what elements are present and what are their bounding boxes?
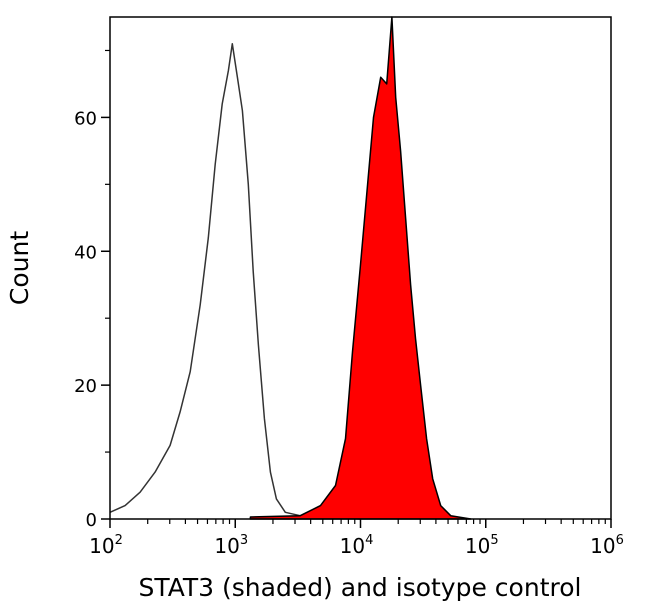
x-tick-exponent: 2 <box>115 533 123 548</box>
x-tick-exponent: 6 <box>616 533 624 548</box>
y-tick-label: 0 <box>86 510 97 531</box>
x-tick-exponent: 3 <box>240 533 248 548</box>
x-tick-base: 10 <box>340 534 365 558</box>
x-tick-label: 103 <box>214 533 248 558</box>
x-tick-label: 106 <box>590 533 624 558</box>
x-tick-base: 10 <box>465 534 490 558</box>
x-tick-label: 105 <box>465 533 499 558</box>
x-tick-base: 10 <box>89 534 114 558</box>
x-axis-label: STAT3 (shaded) and isotype control <box>139 573 582 602</box>
x-tick-base: 10 <box>214 534 239 558</box>
x-tick-exponent: 4 <box>365 533 373 548</box>
x-tick-label: 102 <box>89 533 123 558</box>
shaded-histogram-stat3 <box>249 16 472 520</box>
y-axis-label: Count <box>5 231 34 305</box>
y-tick-label: 60 <box>74 108 97 129</box>
isotype-control-histogram <box>109 43 361 520</box>
x-axis: 102 103 104 105 106 <box>89 519 624 558</box>
x-tick-label: 104 <box>340 533 374 558</box>
x-tick-exponent: 5 <box>490 533 498 548</box>
x-tick-base: 10 <box>590 534 615 558</box>
y-tick-label: 40 <box>74 242 97 263</box>
series-layer <box>109 16 472 520</box>
y-tick-label: 20 <box>74 376 97 397</box>
y-axis: 0 20 40 60 <box>74 49 110 531</box>
